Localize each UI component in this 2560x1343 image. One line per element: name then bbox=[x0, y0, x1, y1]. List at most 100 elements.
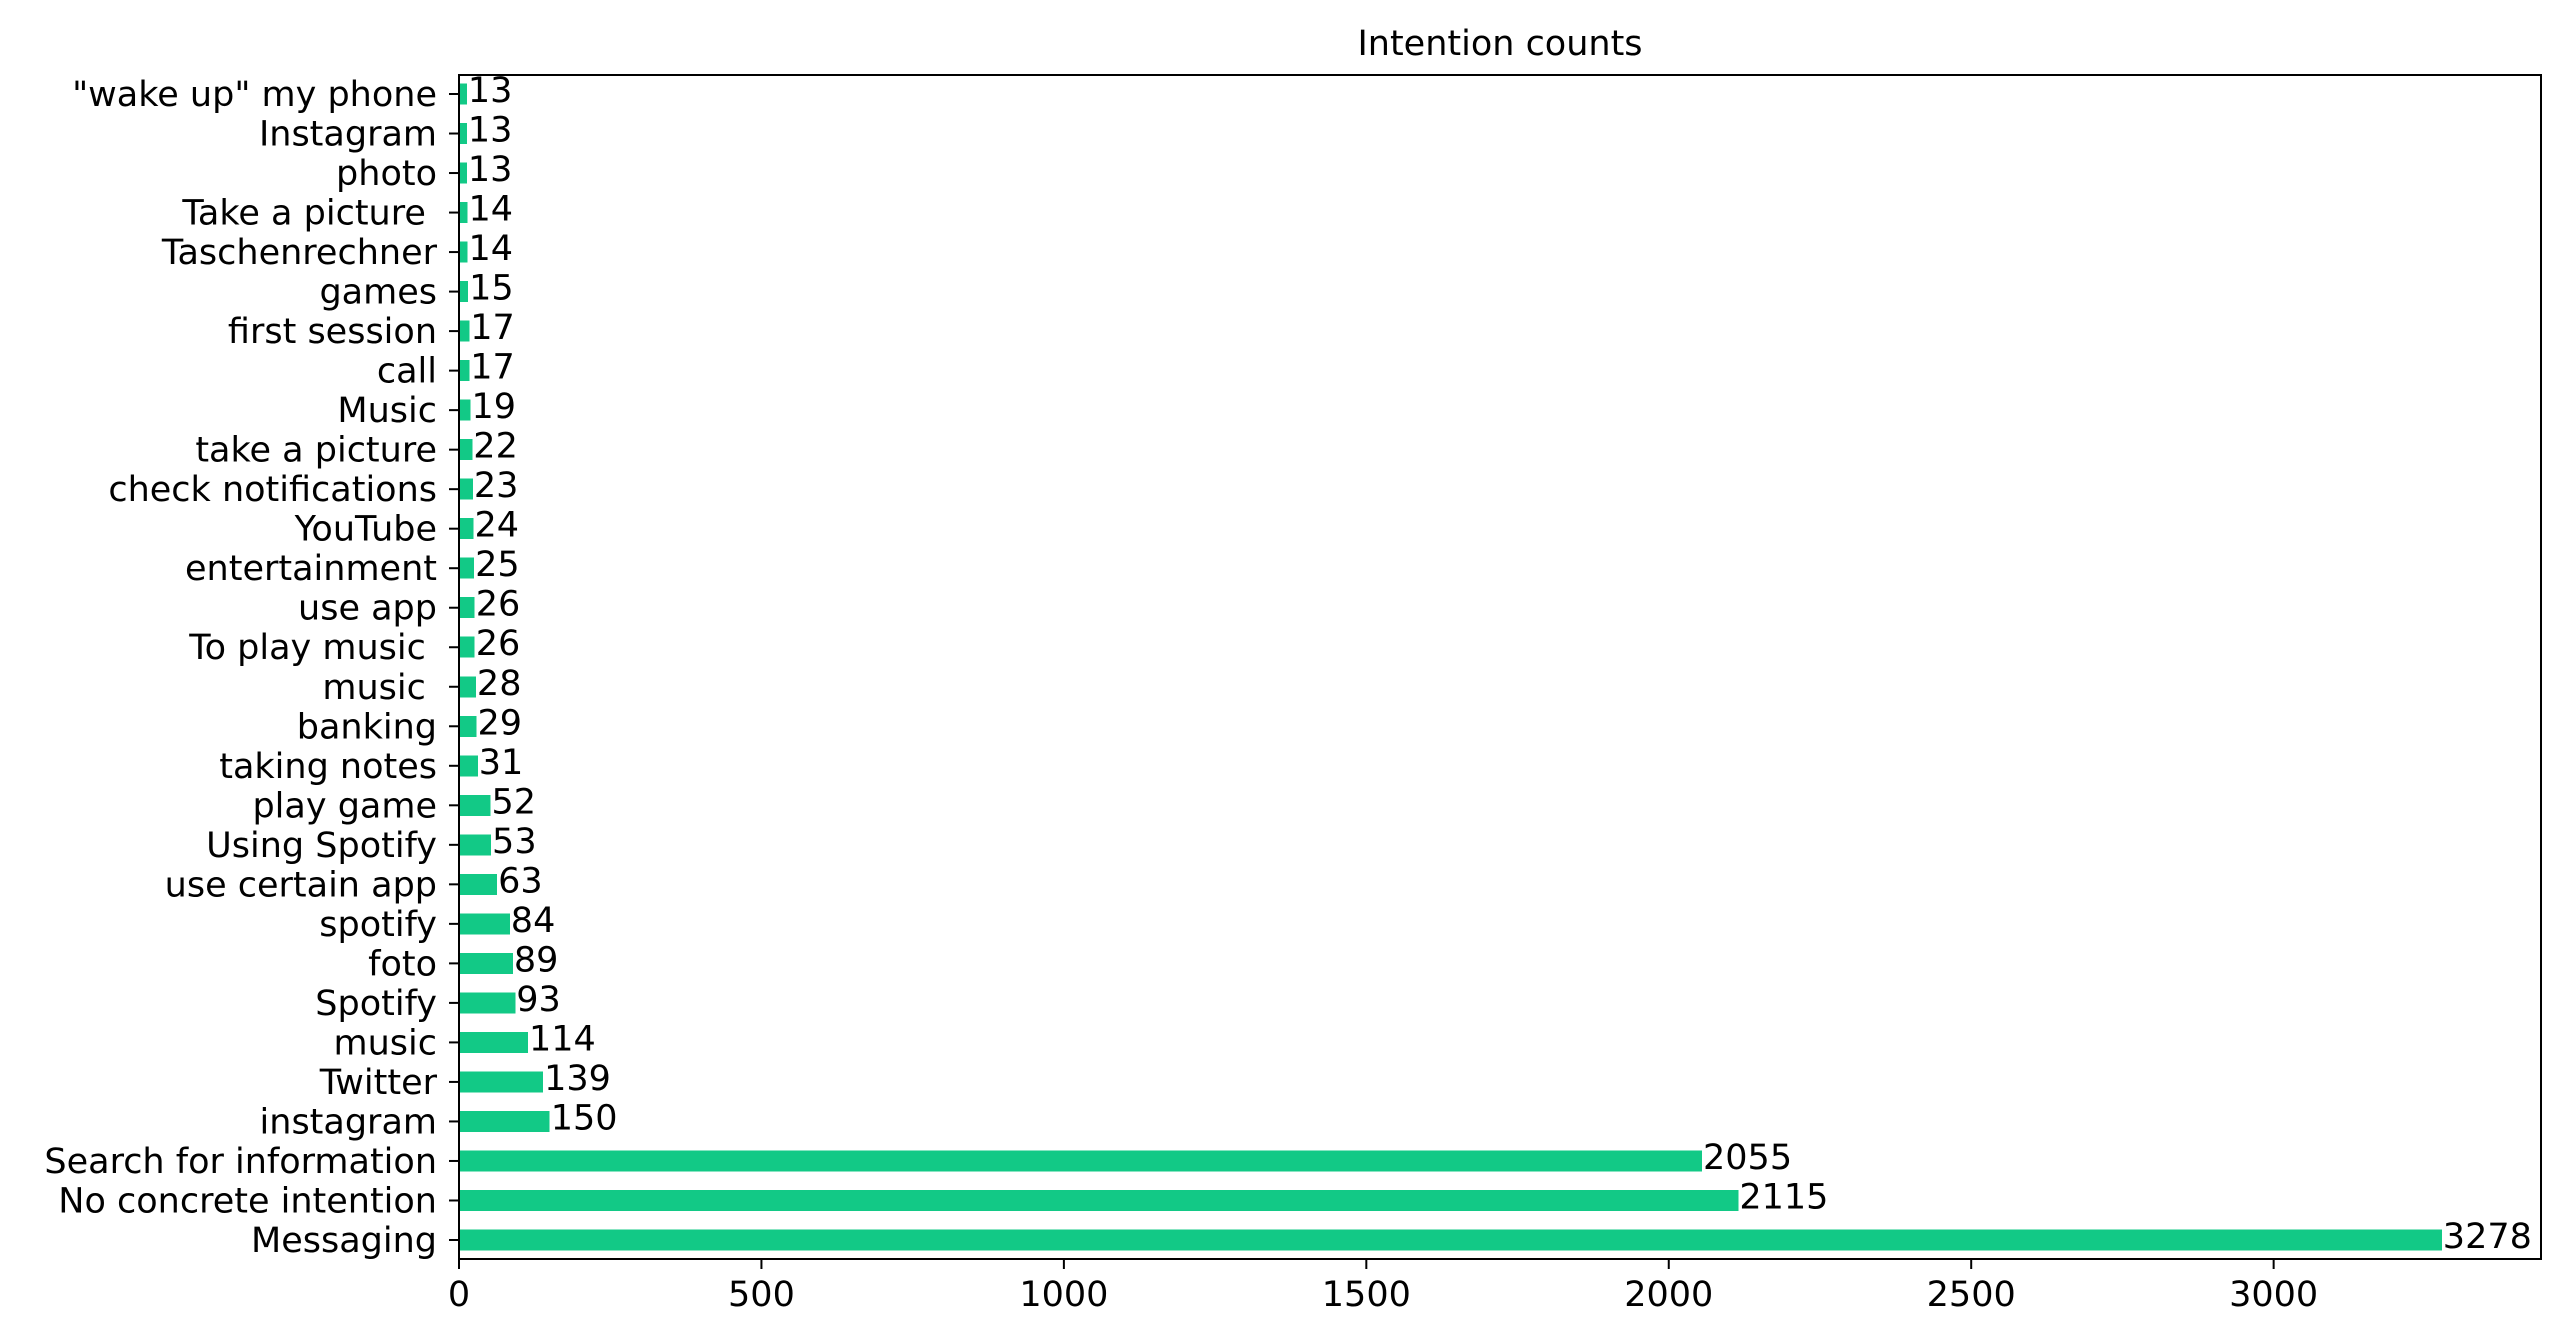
value-label: 2115 bbox=[1739, 1177, 1828, 1217]
value-label: 89 bbox=[514, 940, 559, 980]
bar bbox=[459, 202, 468, 224]
bar bbox=[459, 834, 492, 856]
value-label: 26 bbox=[476, 624, 521, 664]
bar bbox=[459, 439, 473, 461]
category-label: "wake up" my phone bbox=[72, 75, 437, 115]
category-label: To play music bbox=[188, 628, 437, 668]
value-label: 93 bbox=[516, 980, 561, 1020]
value-label: 28 bbox=[477, 664, 522, 704]
bar bbox=[459, 913, 510, 935]
category-label: Twitter bbox=[319, 1063, 438, 1103]
value-labels-group: 3278211520551501391149389846353523129282… bbox=[468, 71, 2532, 1257]
value-label: 22 bbox=[473, 427, 518, 467]
category-label: first session bbox=[228, 312, 437, 352]
category-label: Instagram bbox=[259, 115, 437, 155]
value-label: 2055 bbox=[1703, 1138, 1792, 1178]
category-label: spotify bbox=[319, 905, 437, 945]
bar bbox=[459, 992, 516, 1014]
category-label: banking bbox=[297, 707, 437, 747]
category-label: photo bbox=[336, 154, 437, 194]
value-label: 63 bbox=[498, 861, 543, 901]
value-label: 29 bbox=[478, 703, 523, 743]
bar bbox=[459, 83, 467, 105]
value-label: 14 bbox=[468, 229, 513, 269]
x-tick-label: 2000 bbox=[1624, 1275, 1713, 1315]
category-label: Take a picture bbox=[181, 194, 437, 234]
value-label: 114 bbox=[529, 1019, 596, 1059]
category-label: music bbox=[334, 1023, 437, 1063]
bar bbox=[459, 755, 478, 777]
value-label: 23 bbox=[474, 466, 519, 506]
bar bbox=[459, 1189, 1739, 1211]
bar bbox=[459, 1071, 544, 1093]
value-label: 3278 bbox=[2443, 1217, 2532, 1257]
value-label: 13 bbox=[468, 150, 513, 190]
value-label: 84 bbox=[511, 901, 556, 941]
category-label: Spotify bbox=[315, 984, 437, 1024]
bar bbox=[459, 162, 467, 184]
bar bbox=[459, 320, 470, 342]
value-label: 17 bbox=[470, 348, 515, 388]
bar bbox=[459, 873, 498, 895]
value-label: 15 bbox=[469, 269, 514, 309]
category-label: check notifications bbox=[108, 470, 437, 510]
x-tick-label: 2500 bbox=[1927, 1275, 2016, 1315]
x-axis: 0 500 1000 1500 2000 2500 3000 bbox=[448, 1259, 2318, 1315]
bar bbox=[459, 557, 475, 579]
bars-group bbox=[449, 83, 2442, 1251]
value-label: 13 bbox=[468, 71, 513, 111]
x-tick-label: 1000 bbox=[1019, 1275, 1108, 1315]
category-label: Using Spotify bbox=[206, 826, 437, 866]
bar bbox=[459, 715, 477, 737]
bar bbox=[459, 597, 475, 619]
category-label: play game bbox=[252, 786, 437, 826]
value-label: 139 bbox=[544, 1059, 611, 1099]
category-label: music bbox=[322, 668, 437, 708]
x-tick-label: 500 bbox=[728, 1275, 795, 1315]
category-label: use certain app bbox=[165, 865, 437, 905]
value-label: 150 bbox=[551, 1098, 618, 1138]
value-label: 14 bbox=[468, 190, 513, 230]
x-tick-label: 0 bbox=[448, 1275, 470, 1315]
category-label: call bbox=[377, 352, 437, 392]
chart-title: Intention counts bbox=[1357, 24, 1642, 64]
category-label: Search for information bbox=[44, 1142, 437, 1182]
category-label: Taschenrechner bbox=[161, 233, 438, 273]
bar bbox=[459, 123, 467, 145]
value-label: 52 bbox=[491, 782, 536, 822]
value-label: 13 bbox=[468, 111, 513, 151]
bar bbox=[459, 1150, 1703, 1172]
bar bbox=[459, 241, 468, 263]
plot-frame bbox=[458, 74, 2542, 1260]
category-label: games bbox=[319, 273, 437, 313]
x-tick-label: 3000 bbox=[2229, 1275, 2318, 1315]
bar bbox=[459, 1229, 2442, 1251]
category-label: Messaging bbox=[251, 1221, 437, 1261]
bar bbox=[459, 794, 491, 816]
bar bbox=[459, 676, 476, 698]
bar bbox=[459, 1110, 550, 1132]
category-label: instagram bbox=[260, 1102, 437, 1142]
bar bbox=[459, 952, 513, 974]
value-label: 24 bbox=[475, 506, 520, 546]
value-label: 25 bbox=[475, 545, 520, 585]
category-label: Music bbox=[337, 391, 437, 431]
category-label: YouTube bbox=[294, 510, 437, 550]
x-tick-label: 1500 bbox=[1322, 1275, 1411, 1315]
value-label: 31 bbox=[479, 743, 524, 783]
bar bbox=[459, 518, 474, 540]
bar bbox=[459, 360, 470, 382]
value-label: 26 bbox=[476, 585, 521, 625]
bar bbox=[459, 478, 473, 500]
value-label: 19 bbox=[471, 387, 516, 427]
category-label: use app bbox=[298, 589, 437, 629]
bar bbox=[459, 281, 469, 303]
category-label: entertainment bbox=[185, 549, 437, 589]
value-label: 17 bbox=[470, 308, 515, 348]
bar bbox=[459, 636, 475, 658]
category-label: No concrete intention bbox=[58, 1181, 437, 1221]
value-label: 53 bbox=[492, 822, 537, 862]
category-label: take a picture bbox=[195, 431, 437, 471]
